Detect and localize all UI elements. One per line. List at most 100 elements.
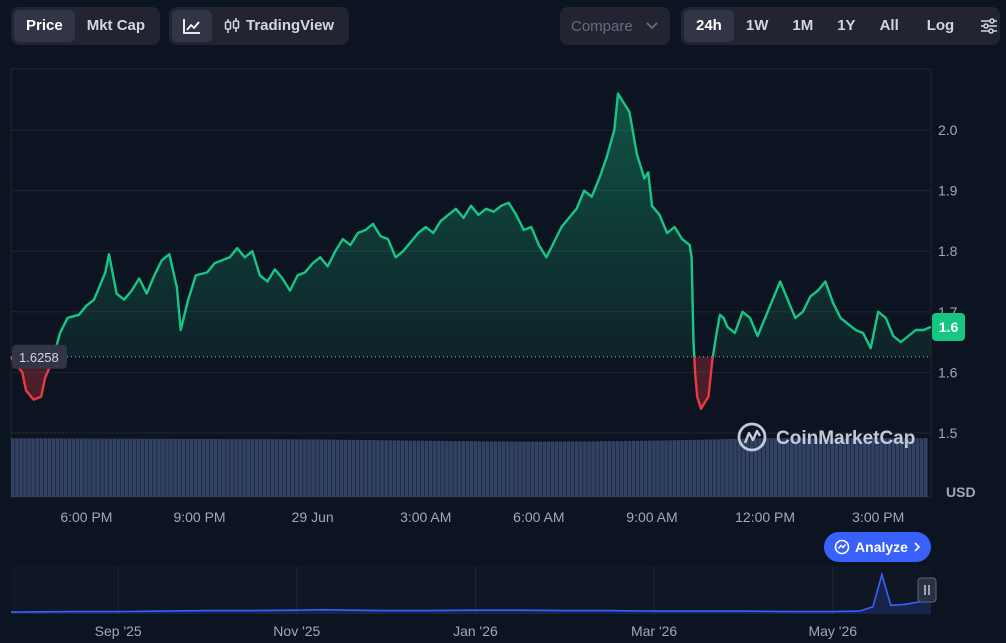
volume-bar xyxy=(672,440,676,497)
volume-bar xyxy=(631,440,636,497)
volume-bar xyxy=(753,438,758,497)
tab-mkt-cap[interactable]: Mkt Cap xyxy=(86,17,146,34)
volume-bar xyxy=(359,439,364,497)
volume-bar xyxy=(457,441,461,497)
volume-bar xyxy=(217,439,222,497)
compare-dropdown[interactable]: Compare xyxy=(560,7,670,45)
range-1y[interactable]: 1Y xyxy=(837,17,856,34)
volume-bar xyxy=(120,438,125,497)
volume-bar xyxy=(704,439,709,497)
x-tick-label: 9:00 AM xyxy=(626,509,677,525)
navigator-handle[interactable] xyxy=(917,577,937,603)
analyze-button[interactable]: Analyze xyxy=(824,532,931,562)
volume-bar xyxy=(144,438,149,497)
volume-bar xyxy=(652,440,656,497)
volume-bar xyxy=(587,441,591,497)
chart-settings-button[interactable] xyxy=(970,10,1006,42)
volume-bar xyxy=(222,439,226,497)
volume-bar xyxy=(433,440,437,497)
volume-bar xyxy=(295,439,299,497)
volume-bar xyxy=(461,441,466,497)
volume-bar xyxy=(31,438,35,497)
volume-bar xyxy=(388,440,392,497)
volume-bar xyxy=(566,441,571,497)
volume-bar xyxy=(867,438,871,497)
volume-bar xyxy=(546,441,551,497)
navigator-panel[interactable] xyxy=(11,566,931,614)
volume-bar xyxy=(745,438,750,497)
volume-bar xyxy=(830,438,835,497)
volume-bar xyxy=(725,439,729,497)
tradingview-label: TradingView xyxy=(246,17,335,34)
volume-bar xyxy=(400,440,405,497)
volume-bar xyxy=(242,439,246,497)
volume-bar xyxy=(132,438,137,497)
tab-price[interactable]: Price xyxy=(14,10,75,42)
volume-bar xyxy=(680,440,685,497)
volume-bar xyxy=(392,440,397,497)
volume-bar xyxy=(790,438,794,497)
volume-bar xyxy=(282,439,287,497)
volume-bar xyxy=(19,438,23,497)
volume-bar xyxy=(895,438,900,497)
volume-bar xyxy=(67,438,72,497)
volume-bar xyxy=(696,439,701,497)
volume-bar xyxy=(899,438,904,497)
volume-bar xyxy=(850,438,855,497)
volume-bar xyxy=(173,438,177,497)
volume-bar xyxy=(193,438,198,497)
volume-bar xyxy=(355,439,360,497)
chart-type-tabs: TradingView xyxy=(169,7,350,45)
y-tick-label: 2.0 xyxy=(938,122,958,138)
volume-bar xyxy=(412,440,417,497)
range-24h[interactable]: 24h xyxy=(684,10,734,42)
volume-bar xyxy=(396,440,401,497)
volume-bar xyxy=(75,438,80,497)
range-1w[interactable]: 1W xyxy=(745,17,769,34)
x-tick-label: 29 Jun xyxy=(292,509,334,525)
volume-bar xyxy=(798,438,802,497)
metric-tabs: Price Mkt Cap xyxy=(11,7,161,45)
volume-bar xyxy=(35,438,39,497)
volume-bar xyxy=(299,439,303,497)
analyze-label: Analyze xyxy=(855,539,908,555)
volume-bar xyxy=(526,441,530,497)
volume-bar xyxy=(822,438,827,497)
range-1m[interactable]: 1M xyxy=(792,17,814,34)
y-tick-label: 1.8 xyxy=(938,243,958,259)
volume-bar xyxy=(481,441,486,497)
volume-bar xyxy=(907,438,912,497)
volume-bar xyxy=(635,440,640,497)
navigator-x-label: May '26 xyxy=(808,623,857,639)
log-toggle[interactable]: Log xyxy=(926,17,955,34)
volume-bar xyxy=(364,440,368,497)
volume-bar xyxy=(189,438,194,497)
volume-bar xyxy=(501,441,506,497)
volume-bar xyxy=(506,441,510,497)
volume-bar xyxy=(347,439,352,497)
volume-bar xyxy=(100,438,104,497)
volume-bar xyxy=(116,438,121,497)
volume-bar xyxy=(846,438,851,497)
volume-bar xyxy=(919,438,924,497)
volume-bar xyxy=(603,441,608,497)
volume-bar xyxy=(262,439,267,497)
volume-bar xyxy=(595,441,599,497)
volume-bar xyxy=(664,440,668,497)
line-chart-button[interactable] xyxy=(172,10,212,42)
volume-bar xyxy=(278,439,283,497)
line-chart-icon xyxy=(183,19,200,34)
tradingview-button[interactable]: TradingView xyxy=(212,10,346,42)
range-all[interactable]: All xyxy=(879,17,899,34)
volume-bar xyxy=(826,438,831,497)
volume-bar xyxy=(570,441,575,497)
volume-bar xyxy=(883,438,887,497)
volume-bar xyxy=(161,438,165,497)
volume-bar xyxy=(643,440,648,497)
volume-bar xyxy=(684,440,689,497)
volume-bar xyxy=(854,438,859,497)
volume-bar xyxy=(181,438,186,497)
x-tick-label: 9:00 PM xyxy=(173,509,225,525)
volume-bar xyxy=(148,438,153,497)
